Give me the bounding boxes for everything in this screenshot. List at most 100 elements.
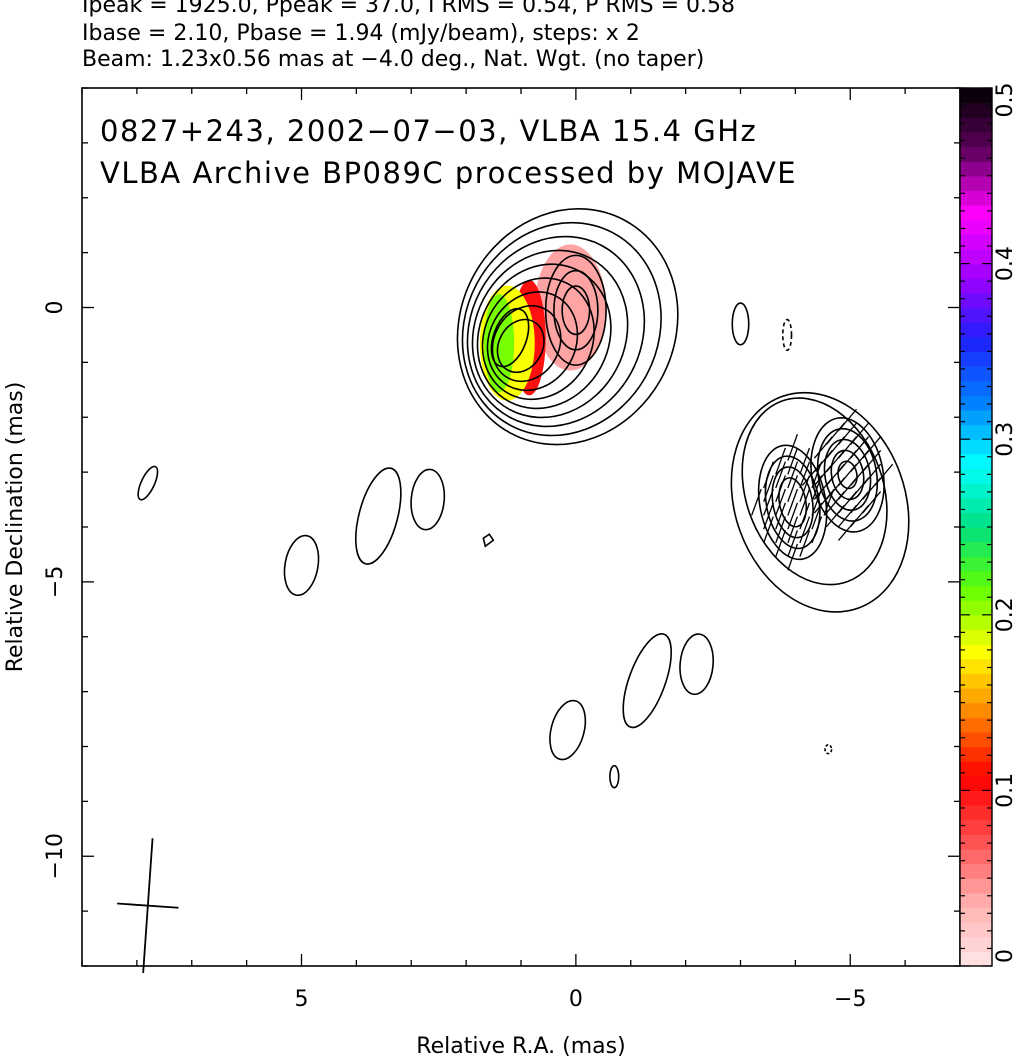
contour-isolated-1 — [731, 302, 750, 346]
contour-negative — [824, 744, 833, 755]
evpa-vector — [799, 516, 811, 544]
evpa-vector — [799, 447, 811, 475]
contour-jet-inner — [490, 307, 530, 368]
contour-sw-knot-a — [771, 466, 814, 539]
contour-sw-knot-b — [837, 460, 858, 490]
colorbar-segment — [960, 878, 992, 894]
contour-core-inner — [553, 269, 599, 351]
evpa-vector — [775, 488, 786, 516]
colorbar-segment — [960, 805, 992, 821]
x-tick-label: 0 — [569, 987, 583, 1012]
evpa-vector — [751, 488, 762, 516]
colorbar-segment — [960, 190, 992, 206]
colorbar-segment — [960, 848, 992, 865]
evpa-vector — [862, 463, 882, 487]
colorbar-segment — [960, 205, 992, 221]
colorbar-segment — [960, 775, 992, 791]
evpa-vector — [763, 488, 774, 516]
x-tick-label: −5 — [834, 987, 866, 1012]
colorbar-segment — [960, 746, 992, 762]
colorbar-tick-label: 0.3 — [993, 422, 1018, 457]
evpa-vector — [862, 450, 882, 473]
colorbar-segment — [960, 366, 992, 382]
evpa-vector — [775, 516, 786, 544]
evpa-vector — [775, 461, 786, 489]
colorbar-tick-label: 0 — [993, 949, 1018, 963]
evpa-vector — [787, 516, 799, 544]
colorbar-tick-label: 0.2 — [993, 597, 1018, 632]
header-base-line: Ibase = 2.10, Pbase = 1.94 (mJy/beam), s… — [82, 21, 640, 46]
colorbar-segment — [960, 468, 992, 484]
evpa-vector — [787, 461, 799, 489]
colorbar-segment — [960, 585, 992, 601]
colorbar-segment — [960, 322, 992, 338]
contour-isolated-6 — [622, 633, 672, 729]
contour-negative — [781, 318, 793, 352]
evpa-vector — [874, 463, 894, 487]
colorbar-segment — [960, 834, 992, 850]
contour-sw-envelope — [730, 391, 910, 613]
colorbar-segment — [960, 263, 992, 279]
x-tick-labels: 5 0 −5 — [295, 987, 867, 1012]
evpa-vector — [862, 436, 882, 459]
beam-minor-axis — [117, 902, 179, 909]
polarization-vectors — [751, 408, 894, 571]
evpa-vector — [787, 502, 799, 530]
colorbar-segment — [960, 380, 992, 396]
y-tick-label: 0 — [43, 301, 68, 315]
contour-isolated-5 — [283, 534, 320, 597]
contour-core-jet — [471, 249, 629, 419]
colorbar-segment — [960, 702, 992, 718]
contour-isolated-9 — [609, 764, 620, 789]
colorbar-segment — [960, 673, 992, 689]
y-tick-label: −10 — [43, 833, 68, 879]
colorbar-segment — [960, 951, 992, 967]
contour-core-inner — [561, 285, 591, 336]
contour-sw-knot-b — [810, 416, 885, 533]
y-tick-labels: 0 −5 −10 — [43, 301, 68, 880]
evpa-vector — [799, 502, 811, 530]
colorbar-segment — [960, 863, 992, 879]
colorbar-segment — [960, 556, 992, 572]
x-axis-label: Relative R.A. (mas) — [416, 1034, 625, 1059]
evpa-vector — [763, 516, 774, 544]
evpa-vector — [763, 475, 774, 502]
colorbar-segment — [960, 102, 992, 118]
colorbar-segment — [960, 512, 992, 528]
contour-sw-knot-a — [757, 444, 828, 561]
y-tick-label: −5 — [43, 566, 68, 598]
evpa-vector — [850, 422, 870, 445]
contour-isolated-8 — [549, 699, 587, 761]
colorbar-segment — [960, 278, 992, 294]
evpa-vector — [787, 543, 799, 571]
colorbar-segment — [960, 497, 992, 513]
evpa-vector — [838, 408, 858, 432]
evpa-vector — [811, 516, 823, 544]
evpa-vector — [787, 488, 799, 516]
colorbar-segment — [960, 161, 992, 177]
beam-cross — [117, 838, 179, 974]
contour-isolated-3 — [354, 467, 402, 565]
colorbar-segment — [960, 570, 992, 587]
colorbar-segment — [960, 234, 992, 250]
colorbar-segment — [960, 614, 992, 631]
evpa-vector — [775, 502, 786, 530]
contour-sw-envelope — [741, 397, 888, 586]
evpa-vector — [763, 502, 774, 530]
evpa-vector — [799, 530, 811, 557]
evpa-vector — [838, 422, 858, 445]
colorbar-segment — [960, 600, 992, 616]
evpa-vector — [787, 447, 799, 475]
plot-frame — [81, 87, 961, 967]
colorbar-segment — [960, 175, 992, 192]
evpa-vector — [787, 434, 799, 461]
colorbar-segment — [960, 248, 992, 265]
contour-core-jet — [496, 318, 545, 374]
evpa-vector — [787, 475, 799, 502]
contour-isolated-4 — [410, 468, 446, 531]
header-stats-line: Ipeak = 1925.0, Ppeak = 37.0, I RMS = 0.… — [82, 0, 735, 18]
colorbar-segment — [960, 731, 992, 748]
contour-core-inner — [544, 254, 607, 366]
evpa-vector — [775, 475, 786, 502]
evpa-vector — [850, 436, 870, 459]
